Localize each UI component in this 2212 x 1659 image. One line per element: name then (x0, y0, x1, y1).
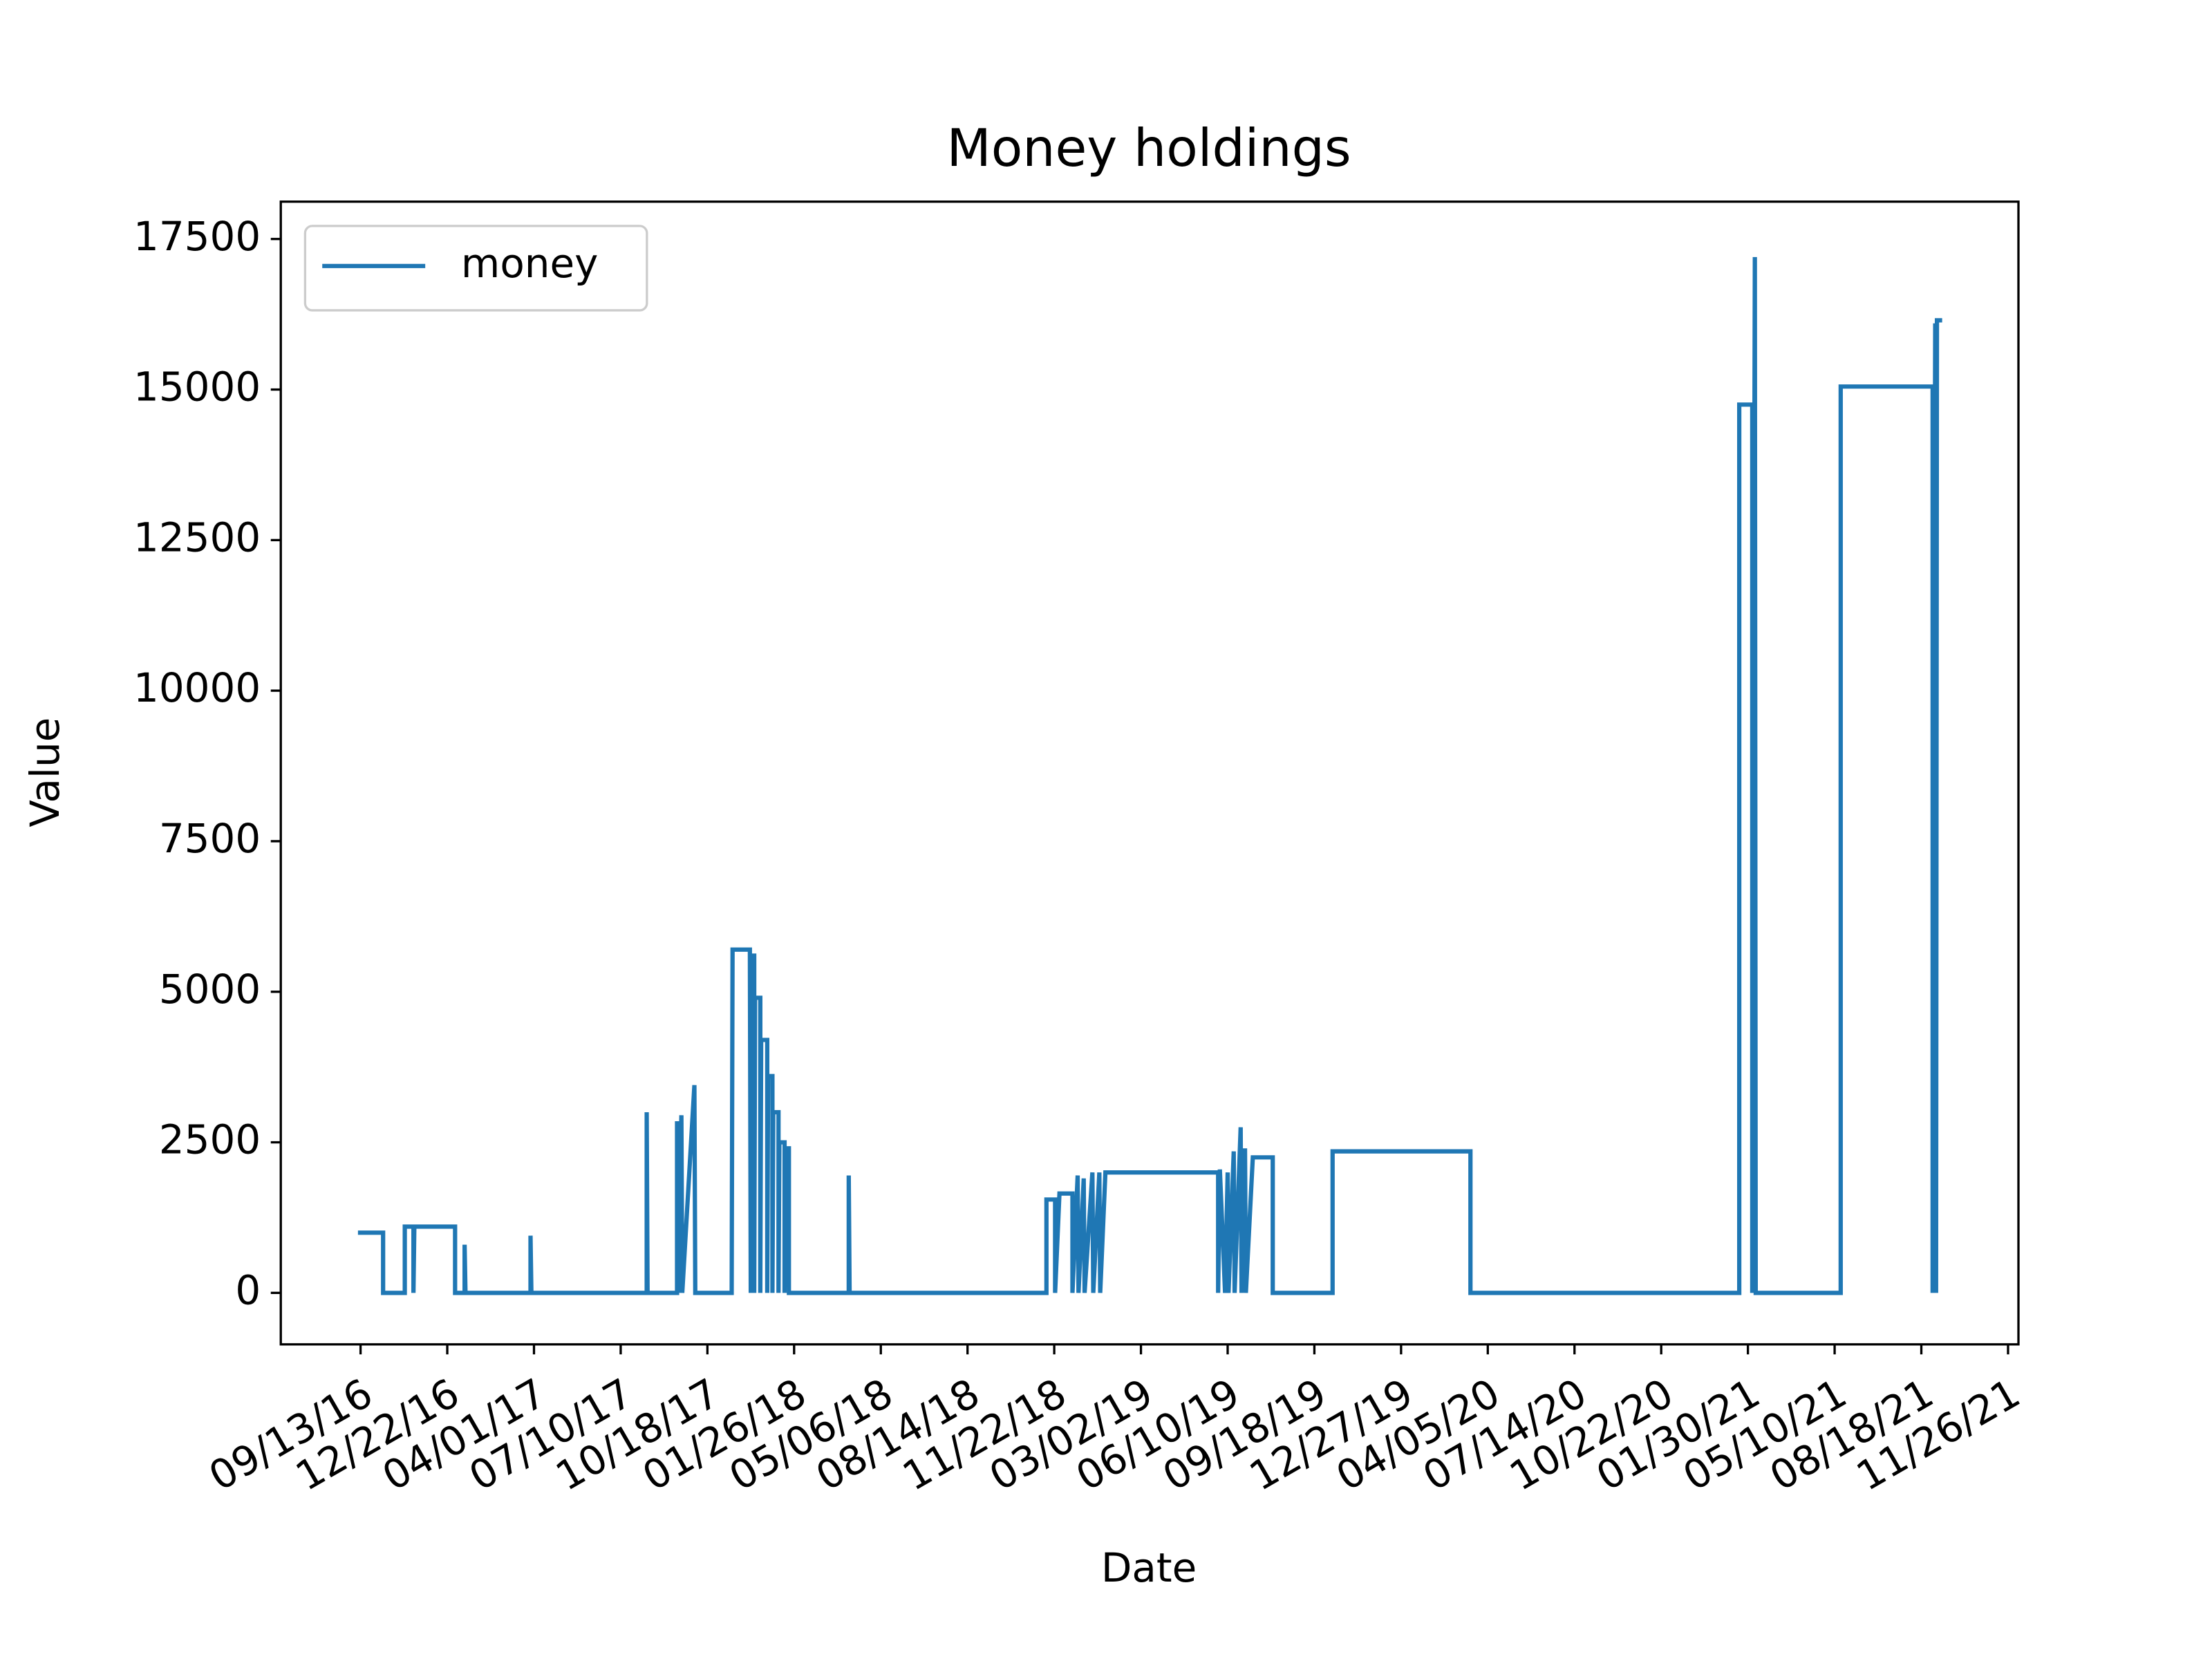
y-axis-label: Value (21, 718, 68, 827)
y-tick-label: 5000 (159, 966, 261, 1013)
y-tick-label: 10000 (133, 664, 261, 711)
legend: money (303, 225, 648, 312)
y-tick-label: 12500 (133, 514, 261, 561)
legend-box (303, 225, 648, 312)
y-tick-label: 2500 (159, 1116, 261, 1163)
series-line (357, 256, 1942, 1295)
legend-label: money (461, 240, 598, 287)
y-tick-label: 17500 (133, 213, 261, 260)
chart-title: Money holdings (946, 118, 1351, 178)
y-tick-label: 15000 (133, 364, 261, 411)
y-tick-label: 0 (235, 1266, 261, 1313)
y-tick-label: 7500 (159, 815, 261, 862)
x-axis-label: Date (1101, 1544, 1197, 1591)
axes-frame (279, 200, 2020, 1346)
